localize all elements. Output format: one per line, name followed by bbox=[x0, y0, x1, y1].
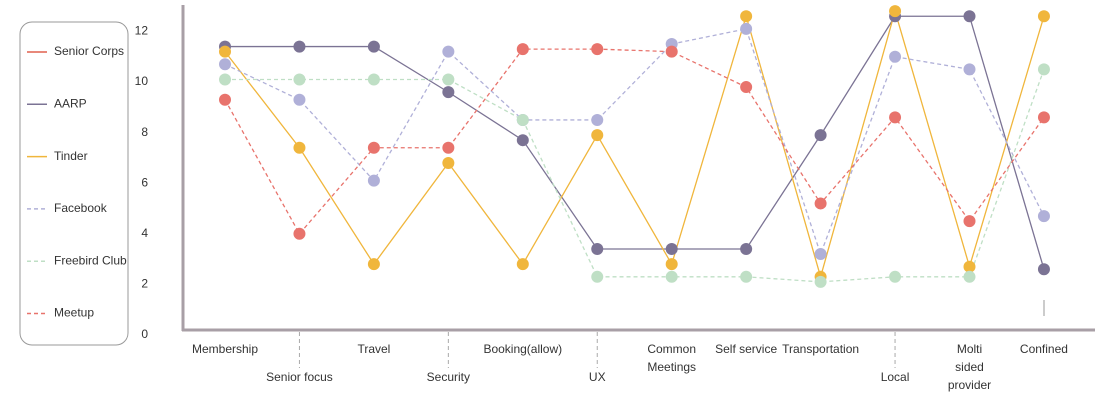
label-line: sided bbox=[955, 360, 984, 374]
data-point bbox=[219, 93, 231, 106]
data-point bbox=[740, 81, 753, 94]
label-line: provider bbox=[948, 378, 991, 392]
data-point bbox=[591, 43, 604, 56]
data-point bbox=[889, 5, 902, 18]
data-point bbox=[516, 113, 529, 126]
data-point bbox=[814, 197, 827, 210]
legend-label: AARP bbox=[54, 96, 87, 110]
data-point bbox=[665, 258, 678, 271]
data-point bbox=[665, 242, 678, 255]
y-tick-label: 8 bbox=[141, 125, 148, 139]
data-point bbox=[1037, 10, 1050, 23]
x-tick-label: Self service bbox=[715, 342, 777, 356]
data-point bbox=[293, 141, 306, 154]
legend-label: Meetup bbox=[54, 306, 94, 320]
x-tick-label: Senior focus bbox=[266, 370, 333, 384]
data-point bbox=[889, 270, 902, 283]
series-line bbox=[225, 69, 1045, 283]
legend-box bbox=[19, 21, 129, 346]
series-line bbox=[225, 15, 1045, 270]
legend-label: Tinder bbox=[54, 149, 88, 163]
data-point bbox=[1037, 111, 1050, 124]
data-point bbox=[591, 129, 604, 142]
x-tick-label: Common Meetings bbox=[647, 342, 696, 374]
data-point bbox=[442, 141, 455, 154]
y-tick-label: 10 bbox=[135, 74, 149, 88]
label-line: Common bbox=[647, 342, 696, 356]
label-line: Meetings bbox=[647, 360, 696, 374]
data-point bbox=[293, 73, 306, 86]
data-point bbox=[293, 40, 306, 53]
data-point bbox=[219, 45, 231, 58]
data-point bbox=[889, 50, 902, 63]
series-line bbox=[224, 8, 1045, 280]
data-point bbox=[963, 63, 976, 76]
data-point bbox=[1037, 263, 1050, 276]
legend-label: Facebook bbox=[54, 201, 108, 215]
data-point bbox=[516, 134, 529, 147]
x-tick-label: UX bbox=[589, 370, 606, 384]
data-point bbox=[740, 22, 753, 35]
x-tick-label: Molti sided provider bbox=[948, 342, 991, 392]
data-point bbox=[740, 270, 753, 283]
data-point bbox=[963, 215, 976, 228]
y-tick-label: 4 bbox=[141, 226, 148, 240]
data-point bbox=[740, 10, 753, 23]
legend-label: Freebird Club bbox=[54, 253, 127, 267]
series-line bbox=[224, 48, 1045, 235]
x-tick-label: Travel bbox=[357, 342, 390, 356]
data-point bbox=[367, 73, 380, 86]
data-point bbox=[516, 43, 529, 56]
y-tick-label: 12 bbox=[135, 24, 149, 38]
y-tick-label: 6 bbox=[141, 175, 148, 189]
data-point bbox=[814, 129, 827, 142]
data-point bbox=[814, 248, 827, 261]
x-tick-label: Booking(allow) bbox=[483, 342, 562, 356]
data-point bbox=[1037, 210, 1050, 223]
data-point bbox=[442, 73, 455, 86]
data-point bbox=[814, 275, 827, 288]
data-point bbox=[442, 156, 455, 169]
x-tick-label: Local bbox=[881, 370, 910, 384]
data-point bbox=[516, 258, 529, 271]
y-tick-label: 0 bbox=[141, 327, 148, 341]
data-point bbox=[293, 93, 306, 106]
data-point bbox=[442, 45, 455, 58]
data-point bbox=[665, 270, 678, 283]
label-line: Molti bbox=[957, 342, 982, 356]
x-tick-label: Membership bbox=[192, 342, 258, 356]
series-line bbox=[224, 28, 1045, 256]
data-point bbox=[442, 86, 455, 99]
y-tick-label: 2 bbox=[141, 277, 148, 291]
data-point bbox=[219, 73, 231, 86]
legend-label: Senior Corps bbox=[54, 44, 124, 58]
data-point bbox=[1037, 63, 1050, 76]
data-point bbox=[219, 58, 231, 71]
x-tick-label: Confined bbox=[1020, 342, 1068, 356]
data-point bbox=[367, 258, 380, 271]
data-point bbox=[963, 270, 976, 283]
x-tick-label: Transportation bbox=[782, 342, 859, 356]
data-point bbox=[740, 242, 753, 255]
data-point bbox=[963, 260, 976, 273]
data-point bbox=[591, 270, 604, 283]
data-point bbox=[367, 141, 380, 154]
x-tick-label: Security bbox=[427, 370, 470, 384]
data-point bbox=[367, 174, 380, 187]
data-point bbox=[889, 111, 902, 124]
data-point bbox=[591, 242, 604, 255]
data-point bbox=[293, 227, 306, 240]
data-point bbox=[591, 113, 604, 126]
data-point bbox=[963, 10, 976, 23]
data-point bbox=[665, 45, 678, 58]
data-point bbox=[367, 40, 380, 53]
